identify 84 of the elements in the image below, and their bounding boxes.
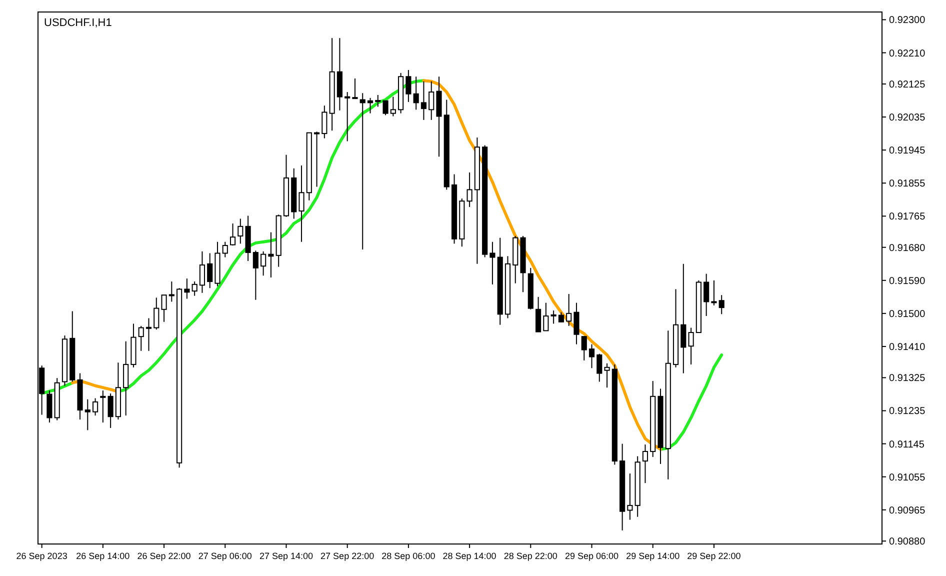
candlestick	[108, 392, 114, 428]
y-tick-label: 0.91055	[889, 472, 926, 484]
y-tick-label: 0.91500	[889, 308, 926, 320]
candlestick	[238, 218, 244, 244]
x-tick-label: 27 Sep 14:00	[259, 551, 314, 561]
x-tick-label: 28 Sep 22:00	[504, 551, 558, 561]
candlestick	[420, 80, 427, 120]
candlestick	[360, 92, 366, 250]
candlestick	[184, 278, 190, 300]
candlestick	[222, 241, 228, 258]
x-tick-label: 28 Sep 14:00	[442, 551, 496, 561]
candlestick	[558, 312, 564, 323]
candlestick	[550, 310, 556, 324]
candlestick	[627, 473, 633, 520]
candlestick	[154, 297, 160, 330]
y-tick-label: 0.91945	[889, 146, 926, 157]
candlestick	[466, 172, 472, 208]
y-tick-label: 0.92210	[889, 48, 926, 60]
x-tick-label: 28 Sep 06:00	[382, 551, 436, 561]
y-tick-label: 0.91410	[889, 342, 926, 353]
candlestick	[192, 280, 198, 296]
candlestick	[604, 362, 610, 388]
y-tick-label: 0.92125	[889, 79, 926, 90]
candlestick	[92, 398, 98, 416]
x-tick-label: 27 Sep 06:00	[198, 551, 252, 561]
candlestick	[642, 444, 648, 484]
x-tick-label: 29 Sep 22:00	[687, 551, 741, 561]
x-tick-label: 29 Sep 06:00	[564, 551, 619, 561]
candlestick	[680, 263, 686, 374]
candlestick	[428, 80, 434, 120]
x-tick-label: 29 Sep 14:00	[626, 551, 680, 561]
candlestick	[199, 250, 206, 294]
candlestick	[322, 105, 328, 139]
candlestick	[168, 280, 174, 302]
candlestick	[566, 293, 572, 326]
candlestick	[352, 78, 358, 100]
candlestick	[298, 164, 304, 242]
y-tick-label: 0.91680	[889, 242, 926, 254]
candlestick	[581, 336, 587, 361]
text: USDCHF.I,H1	[44, 17, 112, 29]
y-tick-label: 0.91325	[889, 373, 926, 384]
y-tick-label: 0.91590	[889, 276, 926, 287]
y-tick-label: 0.91235	[889, 406, 926, 418]
y-tick-label: 0.91855	[889, 178, 926, 190]
candlestick	[688, 327, 694, 365]
candlestick	[543, 302, 549, 332]
x-tick-label: 26 Sep 2023	[16, 551, 68, 561]
candlestick	[138, 325, 144, 352]
candlestick	[382, 100, 388, 116]
candlestick	[390, 96, 396, 117]
candlestick	[207, 252, 213, 289]
candlestick	[146, 318, 152, 352]
y-tick-label: 0.92035	[889, 112, 926, 124]
candlestick	[84, 398, 90, 431]
candlestick	[260, 250, 266, 276]
candlestick	[161, 294, 167, 322]
candlestick	[711, 280, 717, 306]
candlestick	[100, 390, 106, 423]
candlestick	[574, 302, 580, 345]
candlestick	[704, 273, 710, 316]
x-tick-label: 26 Sep 22:00	[137, 551, 191, 561]
candlestick	[596, 353, 602, 382]
candlestick	[588, 344, 595, 369]
candlestick	[314, 131, 320, 188]
y-tick-label: 0.91145	[889, 439, 925, 450]
x-tick-label: 27 Sep 22:00	[320, 551, 374, 561]
y-tick-label: 0.90880	[889, 536, 926, 548]
candlestick	[46, 390, 52, 423]
candlestick	[536, 296, 542, 332]
y-tick-label: 0.90965	[889, 505, 926, 516]
candlestick	[268, 232, 274, 278]
candlestick	[252, 250, 258, 300]
candlestick	[344, 92, 350, 142]
candlestick	[230, 222, 236, 246]
y-tick-label: 0.91765	[889, 212, 926, 223]
candlestick	[413, 76, 419, 110]
candlestick	[367, 97, 374, 114]
y-tick-label: 0.92300	[889, 15, 926, 26]
candlestick	[718, 294, 724, 315]
candlestick	[375, 94, 381, 108]
candlestick	[406, 70, 412, 102]
x-tick-label: 26 Sep 14:00	[76, 551, 130, 561]
candlestick	[123, 340, 129, 416]
candlestick	[490, 241, 496, 285]
